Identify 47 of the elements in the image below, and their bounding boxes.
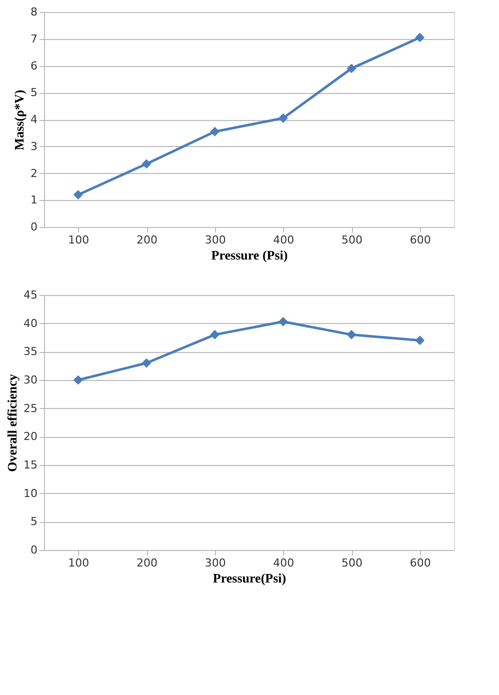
y-tick-label: 35 xyxy=(24,345,38,358)
x-tick-label: 500 xyxy=(342,234,362,246)
y-tick-label: 5 xyxy=(30,86,38,100)
y-tick-label: 25 xyxy=(24,402,38,415)
x-axis-title: Pressure (Psi) xyxy=(211,248,288,262)
y-tick-label: 20 xyxy=(24,430,38,444)
y-tick-label: 2 xyxy=(30,166,38,180)
x-tick-label: 500 xyxy=(342,556,362,570)
x-tick-label: 400 xyxy=(273,234,294,246)
point xyxy=(210,126,220,136)
y-axis-title: Mass(ρ*V) xyxy=(12,90,26,150)
x-tick-label: 600 xyxy=(410,556,431,570)
y-tick-label: 1 xyxy=(30,194,38,207)
y-tick-label: 40 xyxy=(24,316,38,330)
point xyxy=(142,159,152,169)
point xyxy=(73,375,83,385)
y-tick-label: 5 xyxy=(30,515,38,528)
x-axis-title: Pressure(Psi) xyxy=(212,570,286,586)
x-tick-label: 300 xyxy=(204,556,226,570)
y-tick-label: 15 xyxy=(24,458,38,472)
point xyxy=(210,330,220,340)
y-tick-label: 3 xyxy=(30,140,38,153)
point xyxy=(278,316,288,326)
y-tick-label: 6 xyxy=(30,59,38,72)
point xyxy=(73,190,83,200)
y-tick-label: 0 xyxy=(30,220,38,234)
point xyxy=(415,32,425,42)
point xyxy=(415,336,425,346)
y-axis-title: Overall efficiency xyxy=(4,374,20,472)
x-tick-label: 100 xyxy=(68,234,90,246)
x-tick-label: 300 xyxy=(204,234,226,246)
y-tick-label: 7 xyxy=(30,32,38,46)
y-tick-label: 30 xyxy=(24,374,38,386)
x-tick-label: 600 xyxy=(410,234,431,246)
y-tick-label: 8 xyxy=(30,6,38,18)
y-tick-label: 4 xyxy=(30,113,38,126)
x-tick-label: 100 xyxy=(68,556,90,570)
point xyxy=(278,113,288,123)
x-tick-label: 400 xyxy=(273,556,294,570)
y-tick-label: 0 xyxy=(30,544,38,556)
y-tick-label: 45 xyxy=(24,288,38,302)
x-tick-label: 200 xyxy=(136,234,158,246)
point xyxy=(142,358,152,368)
point xyxy=(346,330,356,340)
x-tick-label: 200 xyxy=(136,556,158,570)
y-tick-label: 10 xyxy=(24,486,38,500)
point xyxy=(346,64,356,74)
